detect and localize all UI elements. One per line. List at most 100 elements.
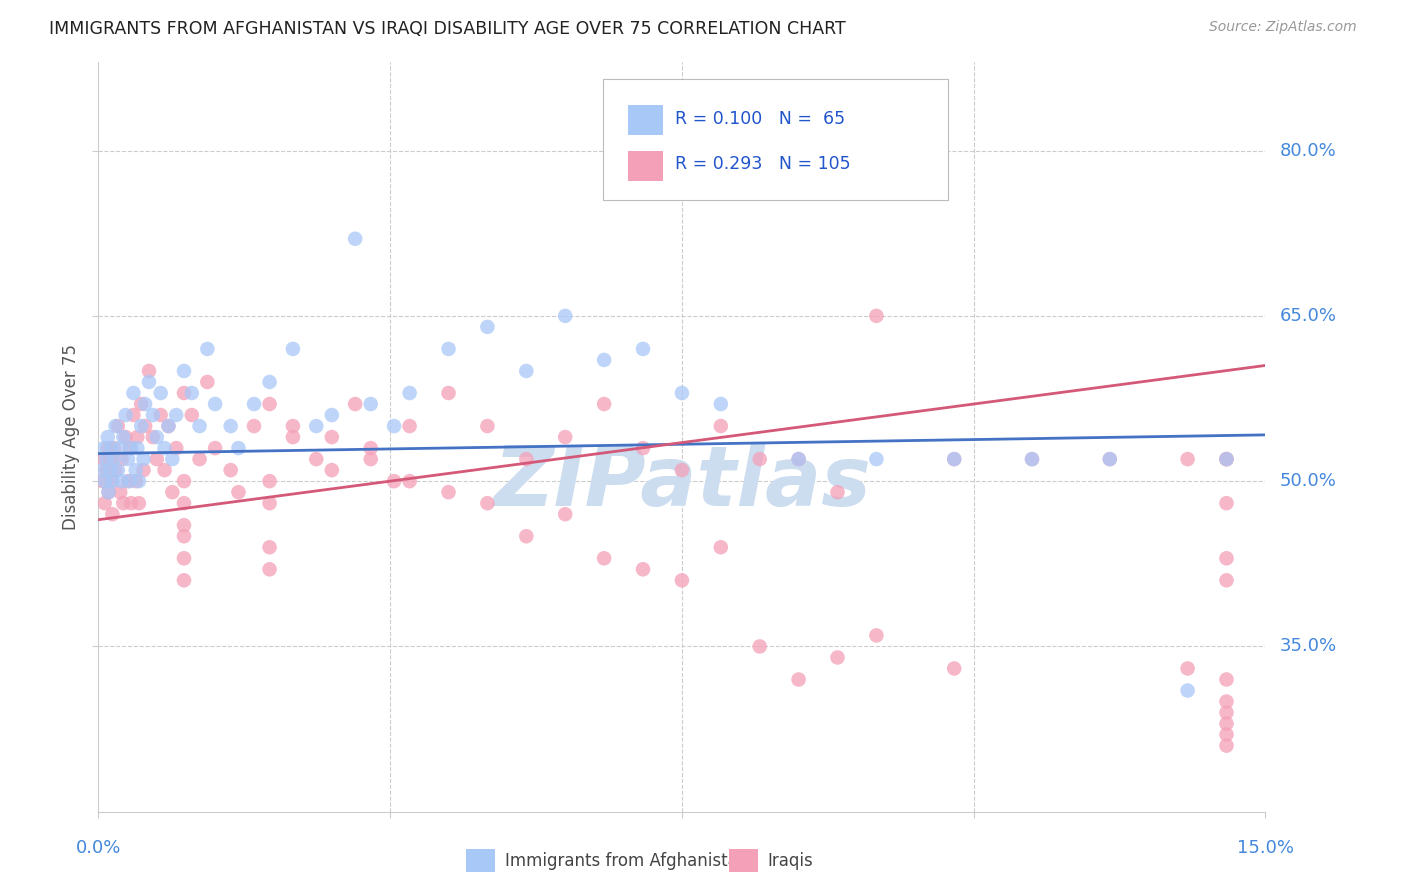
Point bbox=[173, 474, 195, 488]
Point bbox=[93, 452, 115, 467]
Point bbox=[188, 452, 211, 467]
Point bbox=[243, 397, 266, 411]
Point bbox=[1215, 716, 1237, 731]
Point bbox=[710, 397, 733, 411]
Point bbox=[593, 551, 616, 566]
Point bbox=[108, 441, 131, 455]
Point bbox=[631, 342, 654, 356]
Point bbox=[554, 507, 576, 521]
Point bbox=[321, 463, 343, 477]
Point bbox=[943, 661, 966, 675]
Point bbox=[1021, 452, 1043, 467]
Point bbox=[104, 419, 127, 434]
Point bbox=[129, 419, 152, 434]
Point bbox=[321, 430, 343, 444]
Point bbox=[97, 441, 120, 455]
Point bbox=[344, 232, 367, 246]
Point bbox=[787, 673, 810, 687]
Point bbox=[1215, 452, 1237, 467]
Point bbox=[101, 507, 124, 521]
Point bbox=[173, 496, 195, 510]
Point bbox=[281, 430, 304, 444]
Point bbox=[204, 397, 226, 411]
Point bbox=[157, 419, 180, 434]
Point bbox=[398, 474, 420, 488]
Point bbox=[104, 463, 127, 477]
Point bbox=[165, 408, 187, 422]
Point bbox=[165, 441, 187, 455]
Point bbox=[100, 474, 122, 488]
Point bbox=[1098, 452, 1121, 467]
Point bbox=[173, 574, 195, 588]
Text: R = 0.293   N = 105: R = 0.293 N = 105 bbox=[675, 155, 851, 173]
Point bbox=[138, 364, 160, 378]
Point bbox=[1215, 496, 1237, 510]
Point bbox=[515, 364, 537, 378]
Text: 50.0%: 50.0% bbox=[1279, 472, 1336, 491]
Point bbox=[180, 408, 202, 422]
Text: ZIPatlas: ZIPatlas bbox=[494, 442, 870, 523]
Text: 65.0%: 65.0% bbox=[1279, 307, 1336, 325]
Point bbox=[631, 441, 654, 455]
Point bbox=[120, 496, 142, 510]
Point bbox=[173, 518, 195, 533]
Point bbox=[101, 474, 124, 488]
Point bbox=[149, 386, 172, 401]
Point bbox=[1215, 728, 1237, 742]
Point bbox=[259, 397, 281, 411]
FancyBboxPatch shape bbox=[628, 105, 664, 135]
Point bbox=[1215, 574, 1237, 588]
Point bbox=[710, 541, 733, 555]
Point bbox=[97, 485, 120, 500]
Point bbox=[128, 496, 150, 510]
Point bbox=[93, 496, 115, 510]
Point bbox=[631, 562, 654, 576]
Point bbox=[98, 463, 121, 477]
Point bbox=[787, 452, 810, 467]
Point bbox=[195, 342, 218, 356]
Point bbox=[100, 441, 122, 455]
Point bbox=[127, 441, 149, 455]
Point bbox=[865, 309, 887, 323]
Point bbox=[477, 419, 499, 434]
Point bbox=[122, 408, 145, 422]
Point bbox=[117, 452, 139, 467]
Point bbox=[671, 386, 693, 401]
Point bbox=[162, 485, 184, 500]
Point bbox=[259, 541, 281, 555]
Point bbox=[114, 430, 136, 444]
Point bbox=[228, 441, 250, 455]
Point bbox=[827, 485, 849, 500]
Point bbox=[360, 452, 382, 467]
FancyBboxPatch shape bbox=[628, 151, 664, 181]
Point bbox=[122, 386, 145, 401]
Point bbox=[943, 452, 966, 467]
Point bbox=[125, 474, 148, 488]
Point bbox=[103, 441, 125, 455]
Point bbox=[134, 397, 156, 411]
Point bbox=[671, 463, 693, 477]
Point bbox=[93, 474, 115, 488]
Point bbox=[153, 463, 176, 477]
Point bbox=[142, 430, 165, 444]
Point bbox=[180, 386, 202, 401]
Point bbox=[865, 452, 887, 467]
Point bbox=[153, 441, 176, 455]
Point bbox=[360, 441, 382, 455]
Point bbox=[437, 342, 460, 356]
Text: 35.0%: 35.0% bbox=[1279, 638, 1337, 656]
Point bbox=[1215, 452, 1237, 467]
Point bbox=[91, 463, 114, 477]
Text: Iraqis: Iraqis bbox=[768, 852, 813, 871]
Point bbox=[228, 485, 250, 500]
Point bbox=[97, 485, 120, 500]
Point bbox=[943, 452, 966, 467]
Point bbox=[97, 430, 120, 444]
Point bbox=[1021, 452, 1043, 467]
Point bbox=[827, 650, 849, 665]
Point bbox=[173, 551, 195, 566]
Point bbox=[129, 397, 152, 411]
Point bbox=[1215, 452, 1237, 467]
Point bbox=[132, 463, 155, 477]
Point bbox=[382, 474, 405, 488]
